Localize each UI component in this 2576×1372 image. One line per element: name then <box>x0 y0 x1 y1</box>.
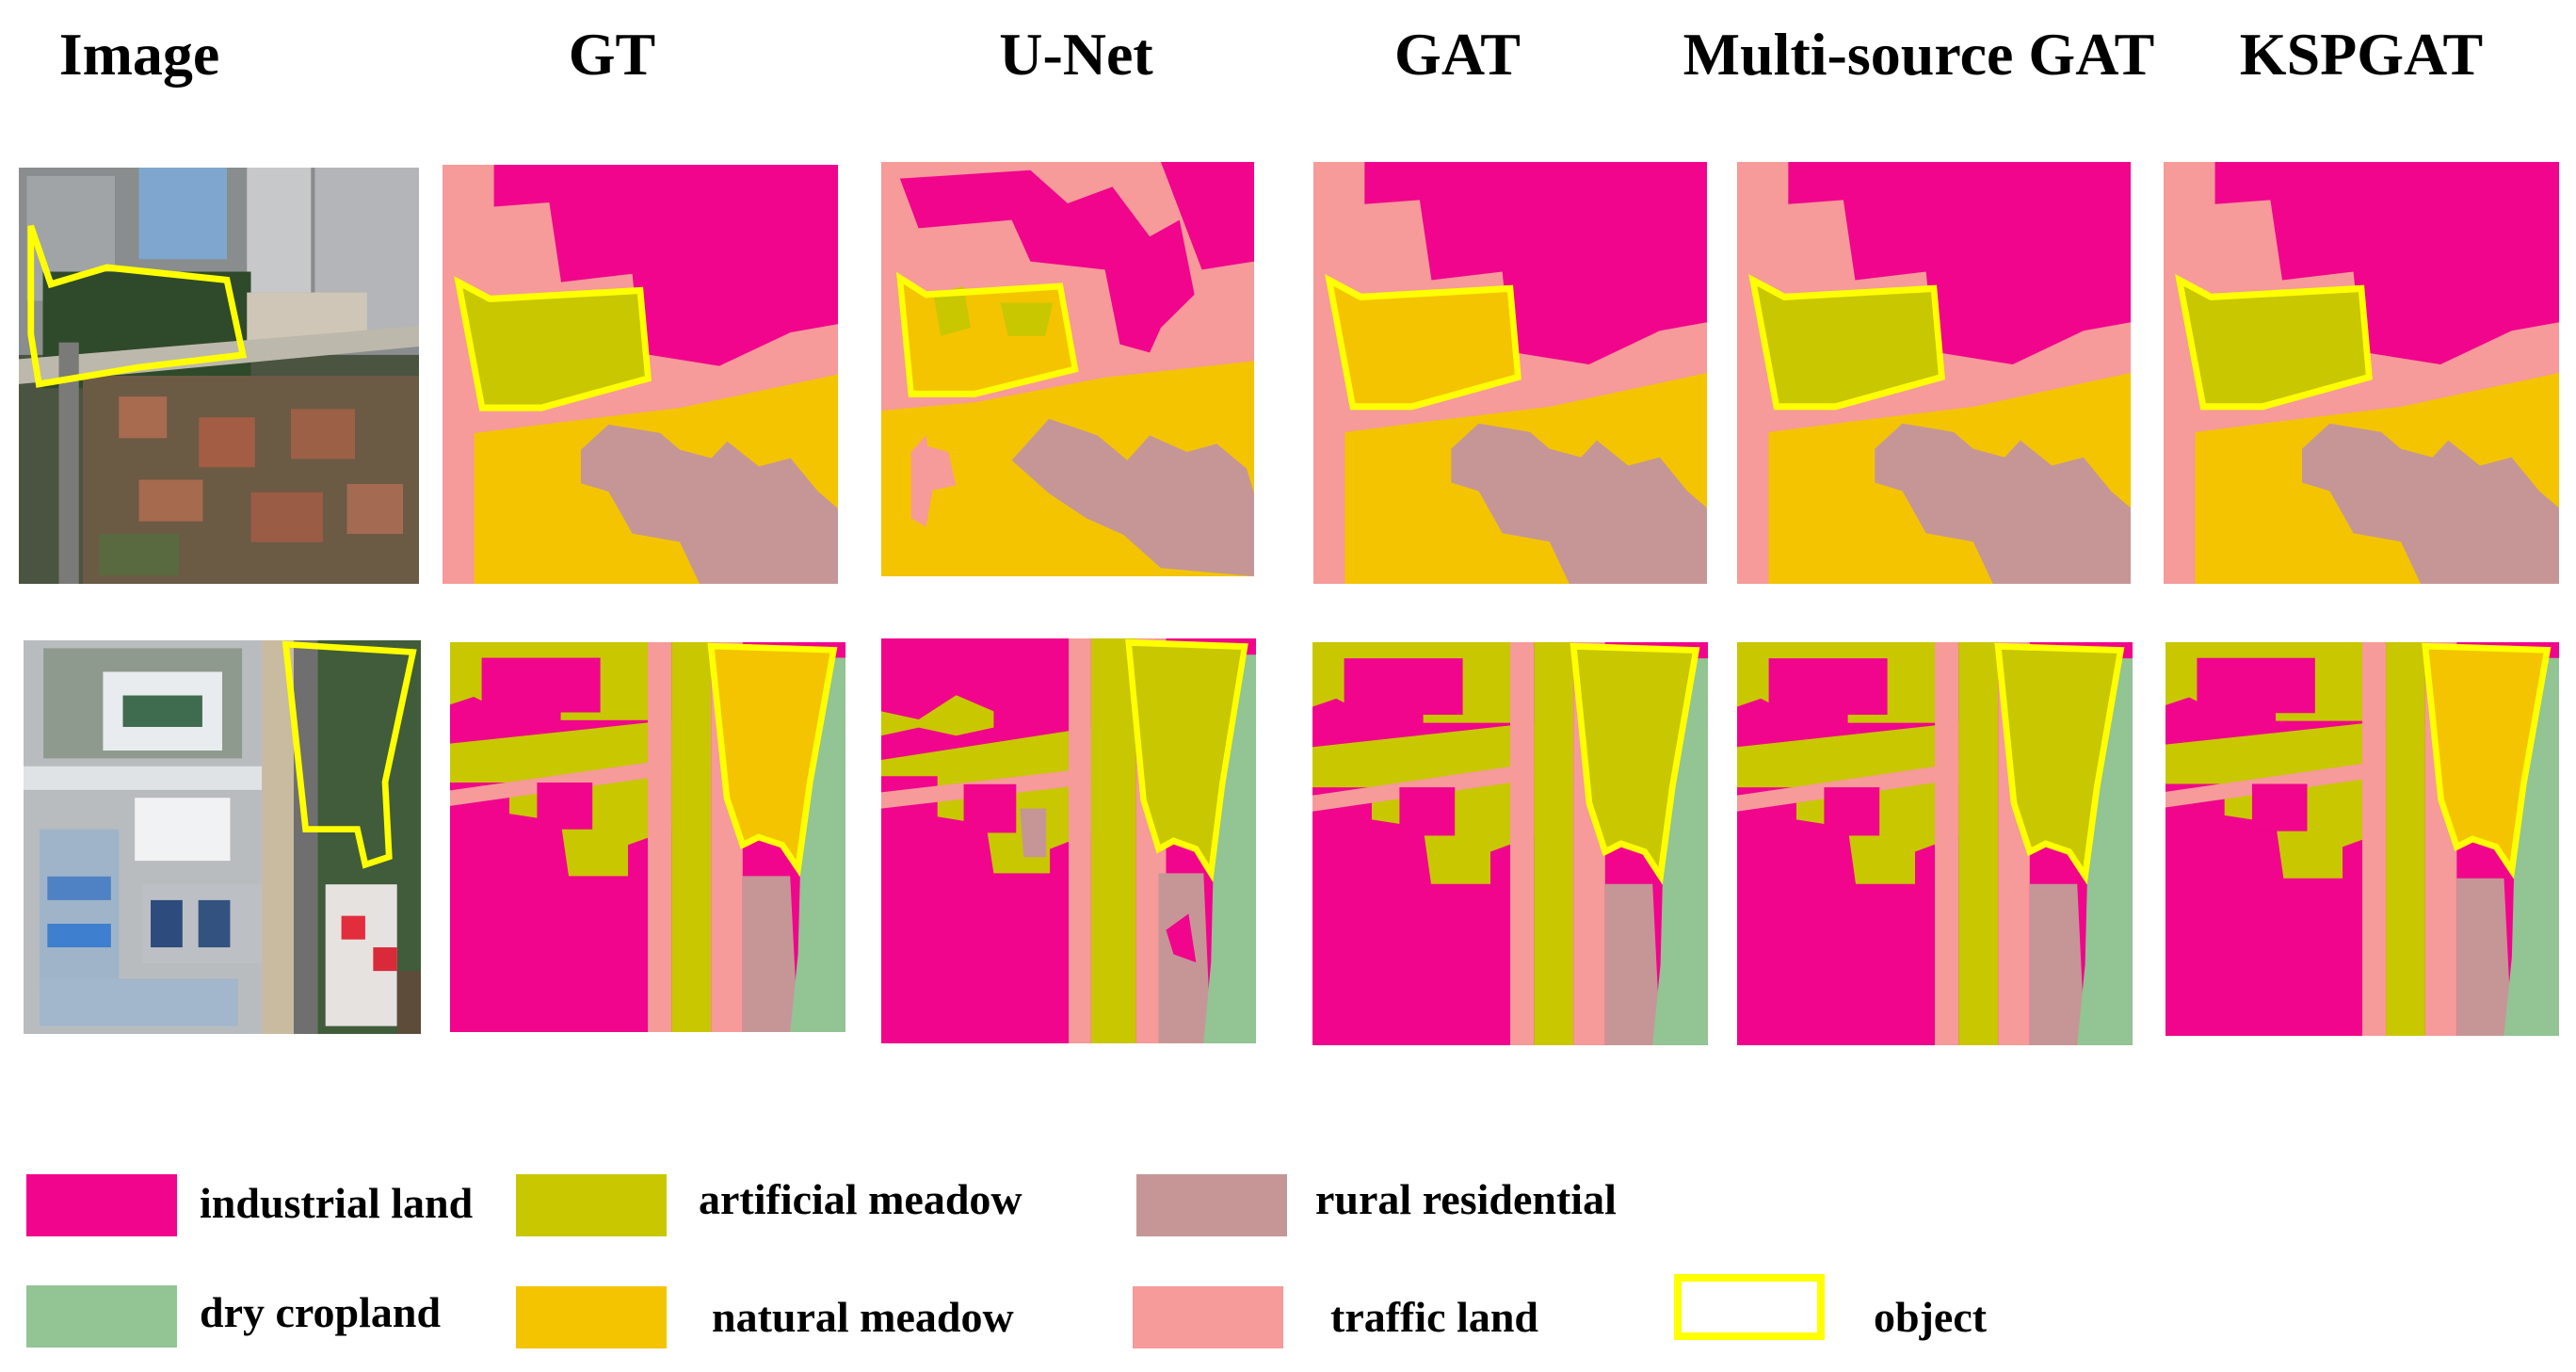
satellite-image-row1 <box>19 168 419 584</box>
legend-label-artificial-meadow: artificial meadow <box>699 1175 1022 1223</box>
legend-label-traffic-land: traffic land <box>1330 1293 1539 1341</box>
legend-label-dry-cropland: dry cropland <box>200 1288 442 1336</box>
legend-label-object: object <box>1874 1293 1988 1341</box>
unet-map-row1 <box>881 162 1254 576</box>
satellite-image-row2 <box>24 640 421 1034</box>
legend-label-rural-residential: rural residential <box>1315 1175 1617 1223</box>
legend-label-natural-meadow: natural meadow <box>712 1293 1014 1341</box>
kspgat-map-row1 <box>2164 162 2559 584</box>
swatch-industrial-land <box>26 1174 177 1236</box>
gat-map-row2 <box>1312 642 1708 1045</box>
gt-map-row2 <box>450 642 845 1032</box>
header-gat: GAT <box>1394 21 1521 88</box>
kspgat-map-row2 <box>2165 642 2559 1036</box>
header-unet: U-Net <box>999 21 1153 88</box>
multisource-gat-map-row2 <box>1737 642 2133 1045</box>
header-gt: GT <box>568 21 656 88</box>
swatch-dry-cropland <box>26 1285 177 1348</box>
swatch-traffic-land <box>1133 1286 1283 1348</box>
gat-map-row1 <box>1313 162 1707 584</box>
header-multisource-gat: Multi-source GAT <box>1682 21 2155 88</box>
swatch-natural-meadow <box>516 1286 667 1348</box>
gt-map-row1 <box>443 165 838 584</box>
unet-map-row2 <box>881 638 1256 1043</box>
header-image: Image <box>58 21 220 88</box>
multisource-gat-map-row1 <box>1737 162 2131 584</box>
object-outline-icon <box>1674 1274 1825 1340</box>
swatch-artificial-meadow <box>516 1174 667 1236</box>
header-kspgat: KSPGAT <box>2239 21 2484 88</box>
swatch-rural-residential <box>1136 1174 1287 1236</box>
legend-label-industrial-land: industrial land <box>200 1179 474 1227</box>
